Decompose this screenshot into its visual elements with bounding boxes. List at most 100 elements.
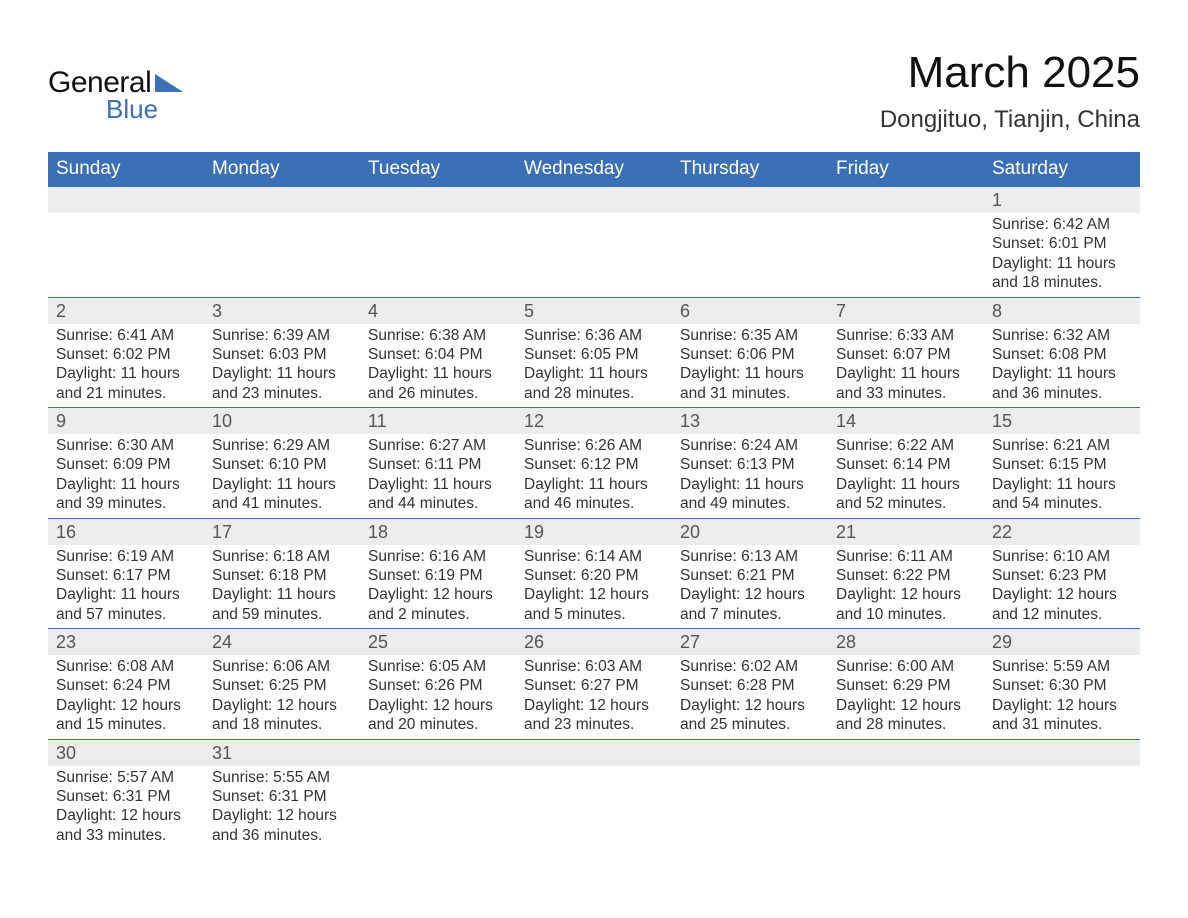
daylight-text: Daylight: 12 hours and 23 minutes. (524, 696, 664, 735)
daylight-text: Daylight: 11 hours and 18 minutes. (992, 254, 1132, 293)
day-detail (672, 766, 828, 850)
day-detail: Sunrise: 6:08 AMSunset: 6:24 PMDaylight:… (48, 655, 204, 739)
day-detail: Sunrise: 6:26 AMSunset: 6:12 PMDaylight:… (516, 434, 672, 518)
sunrise-text: Sunrise: 6:33 AM (836, 326, 976, 345)
sunrise-text: Sunrise: 6:24 AM (680, 436, 820, 455)
day-number: 18 (360, 519, 516, 545)
day-number: 24 (204, 629, 360, 655)
sunset-text: Sunset: 6:17 PM (56, 566, 196, 585)
day-number (672, 740, 828, 766)
weekday-header: Sunday (48, 152, 204, 186)
daylight-text: Daylight: 11 hours and 33 minutes. (836, 364, 976, 403)
daylight-text: Daylight: 11 hours and 52 minutes. (836, 475, 976, 514)
day-number: 7 (828, 298, 984, 324)
detail-row: Sunrise: 6:08 AMSunset: 6:24 PMDaylight:… (48, 655, 1140, 739)
sunset-text: Sunset: 6:24 PM (56, 676, 196, 695)
day-detail: Sunrise: 6:05 AMSunset: 6:26 PMDaylight:… (360, 655, 516, 739)
sunrise-text: Sunrise: 6:03 AM (524, 657, 664, 676)
title-block: March 2025 Dongjituo, Tianjin, China (880, 48, 1140, 134)
daylight-text: Daylight: 12 hours and 18 minutes. (212, 696, 352, 735)
day-detail (828, 213, 984, 297)
day-number: 21 (828, 519, 984, 545)
day-number: 13 (672, 408, 828, 434)
sunset-text: Sunset: 6:23 PM (992, 566, 1132, 585)
logo: General Blue (48, 48, 183, 125)
day-detail: Sunrise: 6:33 AMSunset: 6:07 PMDaylight:… (828, 324, 984, 408)
calendar: SundayMondayTuesdayWednesdayThursdayFrid… (48, 152, 1140, 849)
sunrise-text: Sunrise: 6:38 AM (368, 326, 508, 345)
day-detail: Sunrise: 5:57 AMSunset: 6:31 PMDaylight:… (48, 766, 204, 850)
sunrise-text: Sunrise: 6:29 AM (212, 436, 352, 455)
calendar-week: 9101112131415Sunrise: 6:30 AMSunset: 6:0… (48, 407, 1140, 518)
sunset-text: Sunset: 6:04 PM (368, 345, 508, 364)
sunset-text: Sunset: 6:06 PM (680, 345, 820, 364)
header-region: General Blue March 2025 Dongjituo, Tianj… (48, 48, 1140, 134)
day-detail: Sunrise: 5:59 AMSunset: 6:30 PMDaylight:… (984, 655, 1140, 739)
daylight-text: Daylight: 11 hours and 31 minutes. (680, 364, 820, 403)
sunset-text: Sunset: 6:12 PM (524, 455, 664, 474)
sunrise-text: Sunrise: 6:19 AM (56, 547, 196, 566)
logo-text-blue: Blue (106, 94, 158, 125)
weekday-header: Thursday (672, 152, 828, 186)
day-detail: Sunrise: 6:42 AMSunset: 6:01 PMDaylight:… (984, 213, 1140, 297)
location: Dongjituo, Tianjin, China (880, 106, 1140, 134)
day-detail (360, 213, 516, 297)
sunset-text: Sunset: 6:15 PM (992, 455, 1132, 474)
daylight-text: Daylight: 11 hours and 28 minutes. (524, 364, 664, 403)
daylight-text: Daylight: 12 hours and 10 minutes. (836, 585, 976, 624)
day-number (984, 740, 1140, 766)
sunrise-text: Sunrise: 6:06 AM (212, 657, 352, 676)
day-number: 25 (360, 629, 516, 655)
sunrise-text: Sunrise: 6:30 AM (56, 436, 196, 455)
day-number: 29 (984, 629, 1140, 655)
day-number (516, 187, 672, 213)
day-number: 26 (516, 629, 672, 655)
sunrise-text: Sunrise: 6:41 AM (56, 326, 196, 345)
detail-row: Sunrise: 5:57 AMSunset: 6:31 PMDaylight:… (48, 766, 1140, 850)
day-number: 28 (828, 629, 984, 655)
sunrise-text: Sunrise: 6:11 AM (836, 547, 976, 566)
daylight-text: Daylight: 12 hours and 2 minutes. (368, 585, 508, 624)
day-number (672, 187, 828, 213)
day-detail: Sunrise: 6:00 AMSunset: 6:29 PMDaylight:… (828, 655, 984, 739)
day-number: 2 (48, 298, 204, 324)
daynum-row: 2345678 (48, 298, 1140, 324)
day-detail: Sunrise: 6:30 AMSunset: 6:09 PMDaylight:… (48, 434, 204, 518)
sunrise-text: Sunrise: 6:39 AM (212, 326, 352, 345)
sunrise-text: Sunrise: 6:00 AM (836, 657, 976, 676)
sunset-text: Sunset: 6:08 PM (992, 345, 1132, 364)
day-number: 23 (48, 629, 204, 655)
weekday-header: Tuesday (360, 152, 516, 186)
day-number (48, 187, 204, 213)
day-detail: Sunrise: 6:22 AMSunset: 6:14 PMDaylight:… (828, 434, 984, 518)
sunrise-text: Sunrise: 6:13 AM (680, 547, 820, 566)
day-detail: Sunrise: 6:38 AMSunset: 6:04 PMDaylight:… (360, 324, 516, 408)
day-detail: Sunrise: 6:35 AMSunset: 6:06 PMDaylight:… (672, 324, 828, 408)
sunset-text: Sunset: 6:14 PM (836, 455, 976, 474)
sunset-text: Sunset: 6:21 PM (680, 566, 820, 585)
daylight-text: Daylight: 11 hours and 46 minutes. (524, 475, 664, 514)
sunrise-text: Sunrise: 6:22 AM (836, 436, 976, 455)
day-detail: Sunrise: 5:55 AMSunset: 6:31 PMDaylight:… (204, 766, 360, 850)
page: General Blue March 2025 Dongjituo, Tianj… (0, 0, 1188, 849)
sunrise-text: Sunrise: 6:18 AM (212, 547, 352, 566)
calendar-week: 16171819202122Sunrise: 6:19 AMSunset: 6:… (48, 518, 1140, 629)
calendar-weeks: 1Sunrise: 6:42 AMSunset: 6:01 PMDaylight… (48, 186, 1140, 849)
sunset-text: Sunset: 6:26 PM (368, 676, 508, 695)
day-detail (828, 766, 984, 850)
daynum-row: 3031 (48, 740, 1140, 766)
sunset-text: Sunset: 6:27 PM (524, 676, 664, 695)
day-number: 1 (984, 187, 1140, 213)
day-number: 4 (360, 298, 516, 324)
day-detail (48, 213, 204, 297)
sunrise-text: Sunrise: 6:42 AM (992, 215, 1132, 234)
sunrise-text: Sunrise: 6:35 AM (680, 326, 820, 345)
sunset-text: Sunset: 6:09 PM (56, 455, 196, 474)
day-detail: Sunrise: 6:41 AMSunset: 6:02 PMDaylight:… (48, 324, 204, 408)
daylight-text: Daylight: 11 hours and 54 minutes. (992, 475, 1132, 514)
sunset-text: Sunset: 6:11 PM (368, 455, 508, 474)
detail-row: Sunrise: 6:19 AMSunset: 6:17 PM Daylight:… (48, 545, 1140, 629)
sunrise-text: Sunrise: 6:21 AM (992, 436, 1132, 455)
sunrise-text: Sunrise: 6:27 AM (368, 436, 508, 455)
daylight-text: Daylight: 11 hours and 36 minutes. (992, 364, 1132, 403)
